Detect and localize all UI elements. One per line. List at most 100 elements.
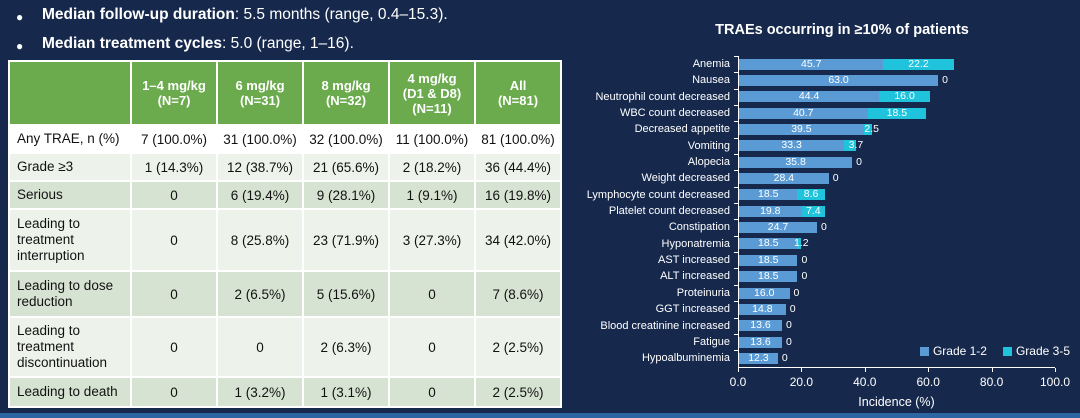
legend-swatch-icon — [1002, 346, 1012, 356]
bar-row: Fatigue 13.6 0 — [693, 333, 1054, 350]
bar-row: Neutrophil count decreased 44.4 16.0 — [595, 88, 1054, 105]
bullet-text: Median follow-up duration: 5.5 months (r… — [42, 5, 448, 27]
value-cell: 8 (25.8%) — [216, 208, 304, 272]
bar-row: Hypoalbuminemia 12.3 0 — [642, 350, 1054, 366]
value-cell: 1 (9.1%) — [388, 180, 476, 210]
value-cell: 32 (100.0%) — [302, 124, 390, 154]
table-header-cell: 4 mg/kg (D1 & D8) (N=11) — [388, 60, 476, 126]
bar-row: Lymphocyte count decreased 18.5 8.6 — [587, 186, 1054, 203]
category-axis-tick — [734, 154, 738, 156]
value-cell: 0 — [216, 316, 304, 378]
bar-value-grade35: 2.5 — [864, 123, 880, 136]
chart-title: TRAEs occurring in ≥10% of patients — [715, 22, 969, 38]
category-label: Vomiting — [687, 139, 730, 152]
bar-value-grade35: 22.2 — [908, 57, 929, 70]
bar-grade35 — [879, 91, 930, 103]
category-axis-tick — [734, 301, 738, 303]
bar-value-grade12: 18.5 — [758, 188, 779, 201]
bar-row: Vomiting 33.3 3.7 — [688, 137, 1054, 154]
value-cell: 0 — [130, 316, 218, 378]
bar-grade35 — [844, 140, 856, 152]
bar-grade35 — [797, 189, 825, 201]
category-label: Nausea — [692, 74, 730, 87]
bullet-rest-text: : 5.0 (range, 1–16). — [222, 35, 354, 52]
value-cell: 34 (42.0%) — [474, 208, 562, 272]
bottom-accent-strip — [0, 413, 1080, 418]
legend-item: Grade 1-2 — [919, 344, 987, 358]
bar-value-grade12: 28.4 — [773, 172, 795, 185]
category-axis-tick — [734, 88, 738, 90]
category-axis-tick — [734, 333, 738, 335]
category-axis-tick — [734, 219, 738, 221]
bar-row: GGT increased 14.8 0 — [656, 301, 1054, 317]
bar-grade35 — [867, 107, 927, 119]
x-tick-label: 100.0 — [1039, 374, 1071, 389]
bar-value-grade35: 0 — [942, 74, 948, 87]
bar-value-grade12: 13.6 — [750, 335, 771, 348]
bar-value-grade12: 24.7 — [767, 221, 789, 234]
bar-grade12 — [739, 173, 829, 185]
category-axis-tick — [734, 121, 738, 123]
bullet-rest-text: : 5.5 months (range, 0.4–15.3). — [234, 6, 448, 23]
y-axis-line — [738, 56, 739, 367]
trae-bar-chart: TRAEs occurring in ≥10% of patients Anem… — [582, 22, 1076, 418]
bar-value-grade12: 39.5 — [791, 123, 812, 136]
bar-value-grade35: 16.0 — [894, 90, 915, 103]
bar-value-grade35: 0 — [785, 319, 792, 332]
bar-grade12 — [739, 238, 798, 250]
value-cell: 0 — [388, 270, 476, 318]
value-cell: 31 (100.0%) — [216, 124, 304, 154]
category-axis-tick — [734, 170, 738, 172]
category-label: AST increased — [658, 254, 730, 267]
value-cell: 5 (15.6%) — [302, 270, 390, 318]
x-tick-label: 60.0 — [916, 374, 940, 389]
trae-table: 1–4 mg/kg (N=7) 6 mg/kg (N=31) 8 mg/kg (N=… — [8, 60, 562, 408]
x-tick-label: 20.0 — [789, 374, 814, 389]
value-cell: 0 — [130, 208, 218, 272]
category-label: Anemia — [692, 58, 730, 70]
category-axis-tick — [734, 317, 738, 319]
value-cell: 2 (18.2%) — [388, 152, 476, 182]
bar-row: AST increased 18.5 0 — [658, 252, 1054, 268]
category-axis-tick — [734, 186, 738, 188]
table-row: Any TRAE, n (%) 7 (100.0%) 31 (100.0%) 32 (… — [8, 124, 562, 154]
row-label-cell: Leading to dose reduction — [8, 270, 132, 318]
bar-value-grade35: 0 — [789, 302, 796, 315]
bar-row: ALT increased 18.5 0 — [660, 268, 1054, 284]
bar-grade12 — [739, 91, 880, 103]
bar-grade12 — [739, 320, 782, 332]
value-cell: 9 (28.1%) — [302, 180, 390, 210]
value-cell: 23 (71.9%) — [302, 208, 390, 272]
bar-grade12 — [739, 58, 884, 70]
bullet-bold-text: Median follow-up duration — [42, 6, 235, 23]
x-axis — [738, 366, 1056, 372]
bar-value-grade35: 3.7 — [848, 139, 864, 152]
category-label: Hypoalbuminemia — [641, 352, 730, 365]
bar-value-grade35: 1.2 — [793, 237, 809, 250]
bar-value-grade12: 45.7 — [800, 57, 822, 70]
bar-value-grade12: 13.6 — [750, 319, 771, 332]
bar-grade12 — [739, 271, 798, 283]
bar-grade12 — [739, 189, 798, 201]
value-cell: 7 (100.0%) — [130, 124, 218, 154]
bar-grade12 — [739, 140, 845, 152]
bar-value-grade12: 63.0 — [828, 74, 849, 87]
bar-value-grade12: 33.3 — [781, 139, 802, 152]
category-label: Hyponatremia — [661, 237, 730, 250]
bar-row: Nausea 63.0 0 — [692, 72, 1054, 88]
bar-row: Proteinuria 16.0 0 — [677, 284, 1054, 301]
category-axis-tick — [734, 72, 738, 74]
table-row: Grade ≥3 1 (14.3%) 12 (38.7%) 21 (65.6%) 2 (… — [8, 152, 562, 182]
category-label: Neutrophil count decreased — [595, 90, 730, 103]
table-row: Leading to death 0 1 (3.2%) 1 (3.1%) 0 2 (2.5… — [8, 376, 562, 408]
category-label: Constipation — [668, 221, 730, 234]
x-axis-tick — [928, 367, 930, 372]
bar-row: WBC count decreased 40.7 18.5 — [620, 105, 1054, 121]
value-cell: 2 (2.5%) — [474, 316, 562, 378]
category-axis-tick — [734, 203, 738, 205]
bar-grade12 — [739, 303, 786, 315]
bar-value-grade35: 8.6 — [803, 188, 819, 201]
bar-grade12 — [739, 156, 853, 168]
value-cell: 0 — [388, 376, 476, 408]
